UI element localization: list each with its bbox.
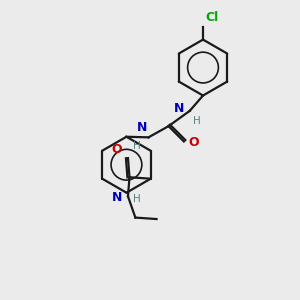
Text: O: O (188, 136, 199, 149)
Text: N: N (112, 191, 123, 204)
Text: O: O (112, 143, 122, 156)
Text: N: N (137, 121, 147, 134)
Text: Cl: Cl (206, 11, 219, 24)
Text: N: N (174, 102, 184, 115)
Text: H: H (133, 141, 140, 151)
Text: H: H (133, 194, 141, 204)
Text: H: H (193, 116, 201, 126)
